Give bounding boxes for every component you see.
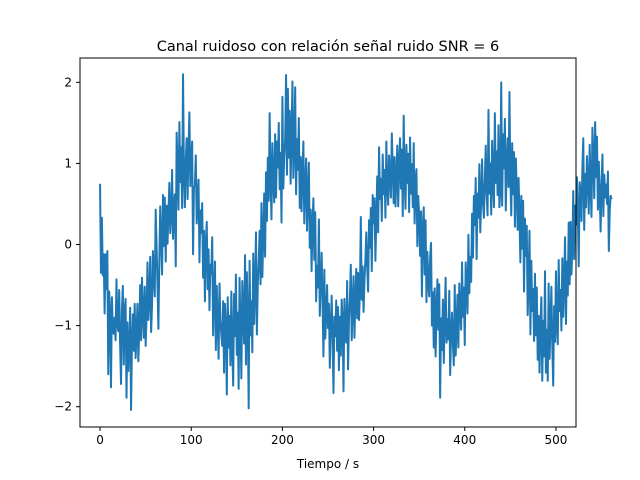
y-tick-label: 1 [64,156,72,170]
x-tick-label: 200 [271,433,294,447]
series-line-0 [99,73,613,411]
axes [79,57,577,428]
y-axis-ticks: −2 −1 0 1 2 [54,75,80,414]
y-tick-label: 2 [64,75,72,89]
x-tick-label: 400 [453,433,476,447]
x-axis-ticks: 0 100 200 300 400 500 [96,427,567,447]
chart-title: Canal ruidoso con relación señal ruido S… [157,39,500,55]
x-tick-label: 500 [544,433,567,447]
plot-area [99,73,613,411]
x-tick-label: 100 [180,433,203,447]
x-tick-label: 0 [96,433,104,447]
axes-frame [79,57,577,428]
y-tick-label: 0 [64,238,72,252]
y-tick-label: −2 [54,400,72,414]
x-axis-label: Tiempo / s [296,457,359,471]
y-tick-label: −1 [54,319,72,333]
x-tick-label: 300 [362,433,385,447]
